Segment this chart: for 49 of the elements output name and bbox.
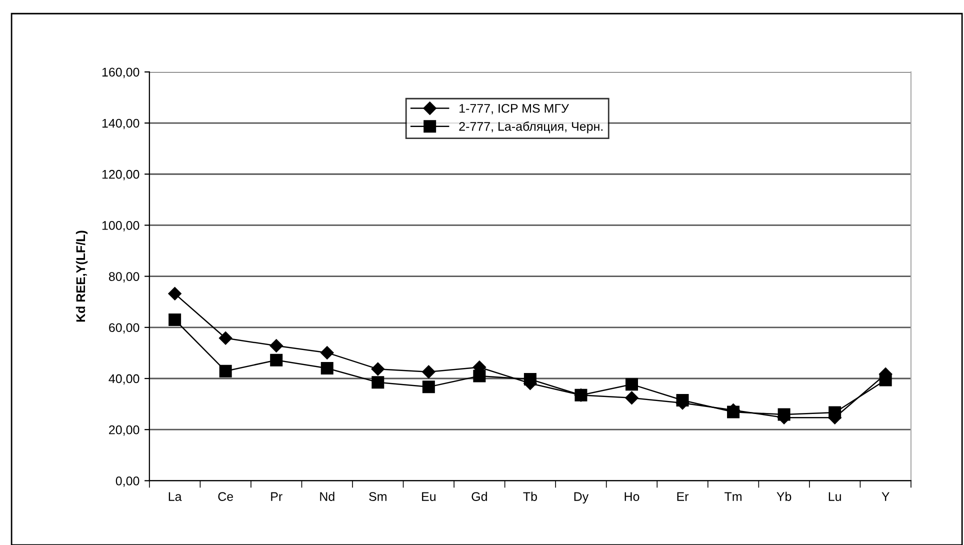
point	[371, 362, 384, 376]
x-tick-label: Eu	[422, 492, 436, 501]
x-tick-label: Lu	[828, 492, 841, 501]
point	[168, 287, 182, 300]
point	[625, 391, 638, 405]
point	[625, 378, 638, 391]
x-tick-label: Yb	[776, 492, 792, 501]
x-tick-label: Nd	[320, 492, 334, 501]
x-tick-label: La	[168, 492, 182, 501]
legend-label: 2-777, La-абляция, Черн.	[459, 122, 602, 134]
point	[270, 339, 283, 352]
y-tick-label: 80,00	[108, 272, 140, 282]
point	[524, 373, 536, 386]
y-tick-label: 140,00	[102, 118, 140, 130]
point	[422, 365, 436, 378]
y-tick-label: 60,00	[109, 323, 140, 334]
point	[473, 370, 486, 382]
x-tick-label: Y	[882, 492, 890, 501]
x-tick-label: Gd	[472, 492, 487, 501]
point	[574, 388, 588, 402]
point	[219, 364, 232, 378]
point	[320, 346, 334, 360]
point	[168, 313, 182, 326]
y-tick-label: 120,00	[102, 170, 140, 180]
point	[778, 408, 790, 421]
legend-label: 1-777, ICP MS МГУ	[460, 104, 569, 114]
y-tick-label: 0,00	[116, 476, 140, 487]
y-tick-label: 20,00	[109, 425, 140, 436]
y-tick-label: 160,00	[102, 68, 140, 78]
point	[727, 406, 740, 418]
x-tick-label: Sm	[369, 492, 386, 501]
x-tick-label: Ce	[218, 492, 234, 501]
point	[372, 376, 384, 389]
point	[879, 374, 892, 386]
point	[218, 332, 232, 345]
point	[676, 394, 689, 406]
x-tick-label: Ho	[624, 492, 640, 501]
point	[828, 406, 842, 419]
y-tick-label: 100,00	[102, 221, 140, 232]
y-tick-label: 40,00	[108, 374, 140, 385]
point	[320, 362, 334, 375]
x-tick-label: Dy	[574, 492, 589, 504]
point	[422, 380, 435, 394]
x-tick-label: Er	[677, 492, 689, 501]
x-tick-label: Pr	[271, 492, 282, 501]
x-tick-label: Tb	[523, 492, 537, 501]
x-tick-label: Tm	[724, 492, 742, 501]
point	[270, 354, 283, 366]
y-axis-title: Kd REE,Y(LF/L)	[76, 230, 88, 322]
